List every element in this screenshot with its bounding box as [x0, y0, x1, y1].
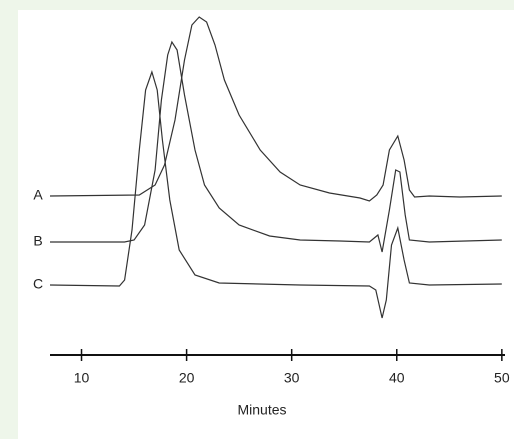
trace: [49, 16, 502, 202]
panel: [18, 10, 514, 439]
x-tick-label: 50: [494, 370, 510, 386]
trace: [49, 70, 502, 319]
x-tick-label: 10: [74, 370, 90, 386]
trace-label: A: [33, 187, 43, 203]
trace: [50, 40, 502, 253]
x-tick-label: 30: [284, 370, 300, 386]
trace-label: C: [33, 276, 43, 292]
x-axis-title: Minutes: [237, 402, 286, 418]
trace-label: B: [33, 233, 42, 249]
x-tick-label: 20: [179, 370, 195, 386]
x-tick-label: 40: [389, 370, 405, 386]
